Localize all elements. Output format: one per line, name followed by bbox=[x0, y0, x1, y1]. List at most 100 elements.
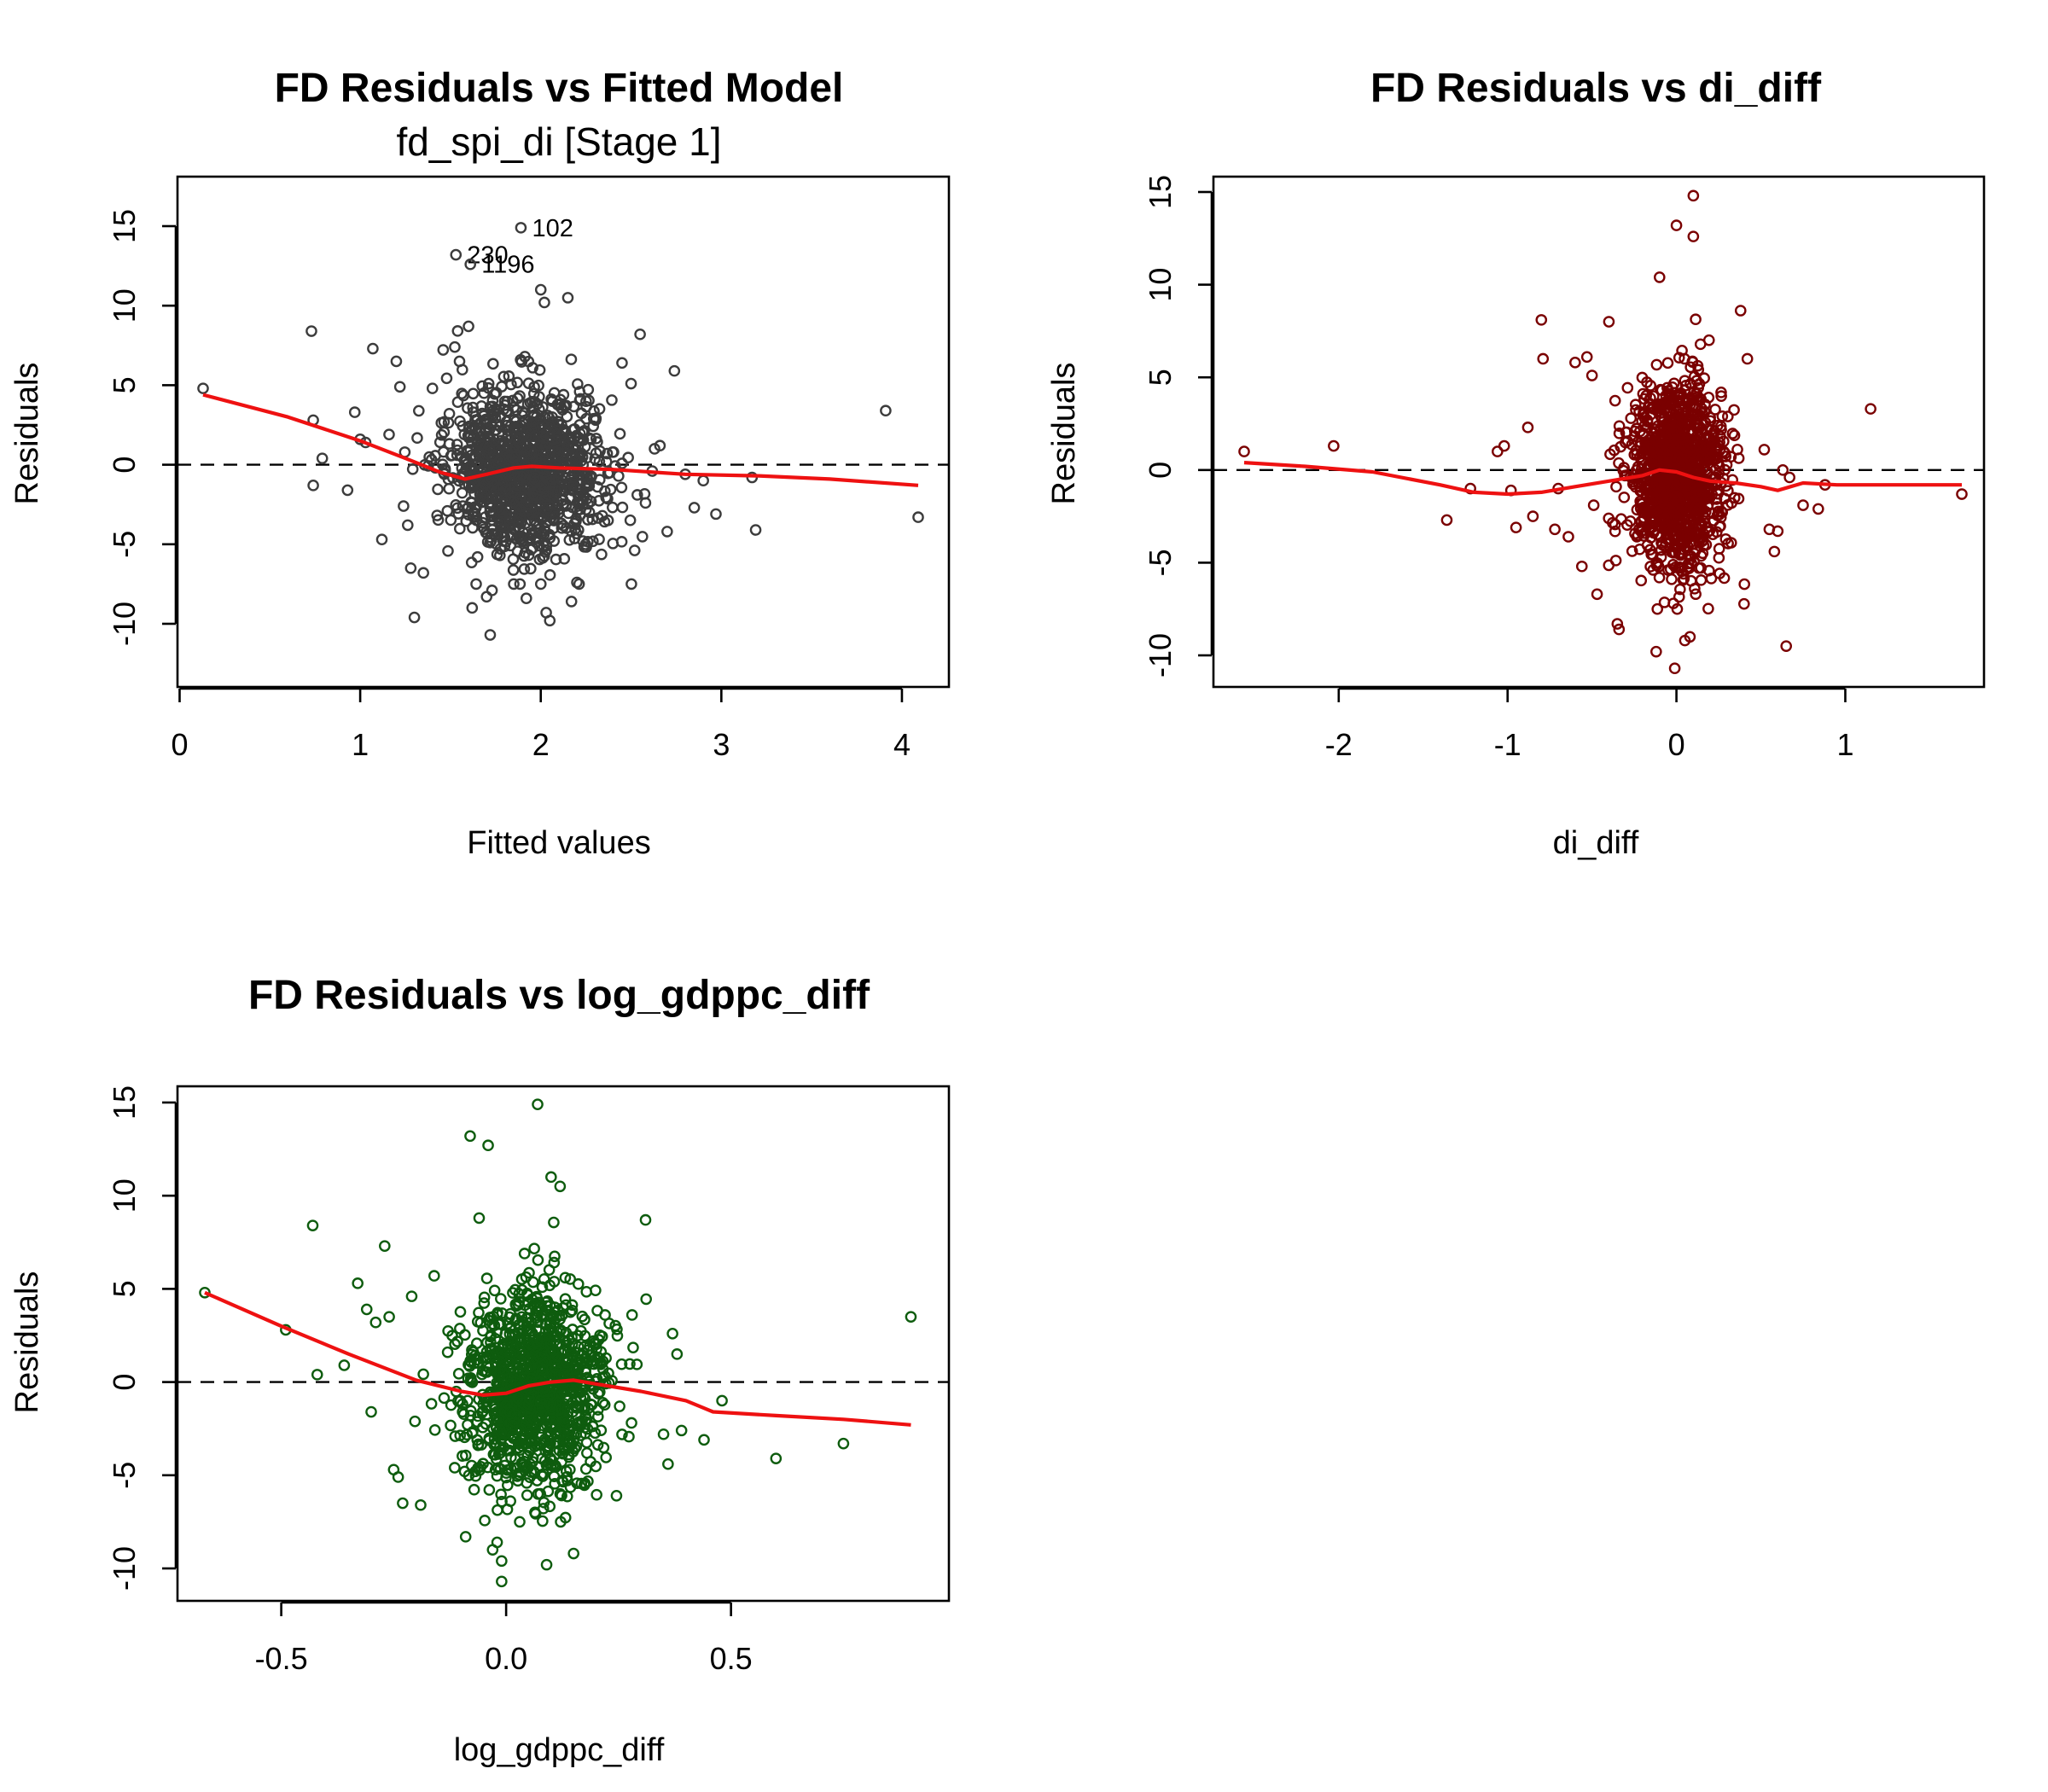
data-point bbox=[360, 1303, 373, 1316]
data-point bbox=[518, 563, 531, 575]
data-point bbox=[1667, 398, 1679, 410]
data-point bbox=[1670, 219, 1683, 231]
data-point bbox=[435, 428, 448, 441]
data-point bbox=[625, 1309, 638, 1321]
data-point bbox=[1734, 305, 1747, 317]
data-point bbox=[397, 1497, 409, 1510]
data-point bbox=[514, 578, 527, 591]
x-axis-label: log_gdppc_diff bbox=[454, 1732, 665, 1768]
data-point bbox=[428, 1423, 441, 1436]
data-point bbox=[1684, 550, 1697, 562]
data-point bbox=[1655, 406, 1668, 419]
data-point bbox=[498, 1364, 510, 1376]
data-point bbox=[1510, 521, 1522, 533]
data-point bbox=[529, 1506, 541, 1519]
data-point bbox=[464, 1130, 476, 1143]
data-point bbox=[538, 1333, 551, 1346]
data-point bbox=[716, 1394, 728, 1407]
data-point bbox=[631, 1359, 643, 1370]
data-point bbox=[496, 1307, 509, 1319]
data-point bbox=[437, 344, 450, 356]
data-point bbox=[561, 1470, 573, 1483]
x-tick-label: 4 bbox=[893, 727, 911, 762]
data-point bbox=[559, 1271, 572, 1284]
data-point bbox=[541, 1295, 554, 1307]
data-point bbox=[710, 508, 722, 521]
data-point bbox=[535, 1428, 547, 1440]
data-point bbox=[405, 1290, 418, 1302]
data-point bbox=[548, 1216, 560, 1229]
data-point bbox=[544, 1410, 556, 1423]
y-tick-label: 0 bbox=[107, 457, 142, 474]
data-point bbox=[1718, 572, 1731, 585]
data-point bbox=[1609, 394, 1621, 407]
data-point bbox=[1687, 230, 1700, 242]
data-point bbox=[517, 1350, 529, 1362]
data-point bbox=[573, 419, 586, 431]
data-point bbox=[1679, 634, 1691, 647]
y-tick-label: -5 bbox=[107, 531, 142, 558]
data-point bbox=[1702, 392, 1715, 404]
data-point bbox=[625, 578, 637, 591]
data-point bbox=[484, 629, 497, 641]
data-point bbox=[488, 1433, 501, 1446]
data-point bbox=[559, 1293, 572, 1305]
data-point bbox=[569, 523, 581, 536]
data-point bbox=[509, 1431, 521, 1444]
data-point bbox=[486, 410, 499, 423]
data-point bbox=[546, 1403, 558, 1416]
data-point bbox=[1635, 574, 1648, 587]
data-point bbox=[503, 370, 515, 382]
data-point bbox=[912, 511, 924, 523]
data-point bbox=[415, 1498, 427, 1511]
chart-title: FD Residuals vs log_gdppc_diff bbox=[248, 973, 870, 1018]
data-point bbox=[1498, 439, 1510, 452]
data-point bbox=[533, 1351, 545, 1364]
data-point bbox=[1651, 602, 1664, 615]
data-point bbox=[1670, 410, 1682, 423]
data-point bbox=[383, 428, 395, 440]
data-point bbox=[529, 1394, 541, 1407]
data-point bbox=[1535, 314, 1548, 326]
data-point bbox=[1719, 451, 1732, 463]
data-point bbox=[1653, 271, 1666, 283]
data-point bbox=[637, 531, 649, 543]
data-point bbox=[459, 1531, 472, 1543]
data-point bbox=[543, 487, 555, 500]
data-point bbox=[446, 1329, 458, 1341]
data-point bbox=[565, 353, 578, 365]
data-point bbox=[552, 399, 564, 411]
data-point bbox=[432, 514, 445, 527]
data-point bbox=[456, 486, 468, 499]
y-tick-label: 0 bbox=[107, 1374, 142, 1391]
data-point bbox=[510, 1375, 522, 1387]
data-point bbox=[639, 497, 652, 509]
data-point bbox=[471, 550, 484, 563]
x-tick-label: -1 bbox=[1494, 727, 1521, 762]
data-point bbox=[451, 444, 463, 457]
data-point bbox=[579, 1477, 591, 1490]
data-point bbox=[1521, 422, 1534, 433]
x-tick-label: 0.5 bbox=[710, 1641, 753, 1676]
data-point bbox=[1644, 397, 1655, 410]
data-point bbox=[1667, 446, 1679, 458]
data-point bbox=[527, 488, 539, 501]
data-point bbox=[484, 502, 496, 514]
x-tick-label: 0 bbox=[1668, 727, 1685, 762]
data-point bbox=[305, 325, 317, 337]
y-tick-label: -10 bbox=[107, 1546, 142, 1591]
data-point bbox=[599, 1309, 611, 1321]
data-point bbox=[522, 1398, 535, 1411]
data-point bbox=[1673, 440, 1685, 452]
data-point bbox=[485, 497, 497, 509]
data-point bbox=[580, 1285, 593, 1298]
data-point bbox=[480, 1272, 493, 1284]
y-tick-label: -5 bbox=[107, 1462, 142, 1489]
data-point bbox=[463, 420, 475, 433]
data-point bbox=[571, 1477, 583, 1489]
data-point bbox=[1655, 544, 1667, 556]
data-point bbox=[1624, 515, 1637, 527]
data-point bbox=[311, 1369, 323, 1381]
data-point bbox=[1688, 370, 1701, 383]
